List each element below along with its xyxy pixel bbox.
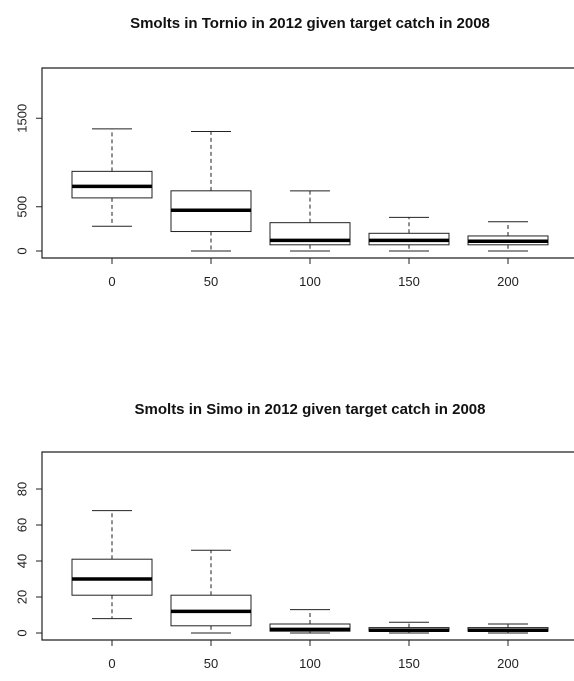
x-tick-label-tornio-2: 100 xyxy=(299,274,321,289)
box-simo-2 xyxy=(269,623,351,632)
y-tick-label-simo-1: 20 xyxy=(15,590,30,604)
box-tornio-0 xyxy=(71,170,153,199)
y-tick-label-tornio-1: 500 xyxy=(15,196,30,218)
x-tick-label-tornio-4: 200 xyxy=(497,274,519,289)
chart-title-tornio: Smolts in Tornio in 2012 given target ca… xyxy=(130,15,490,32)
box-simo-0 xyxy=(71,558,153,596)
x-tick-label-tornio-0: 0 xyxy=(108,274,115,289)
x-tick-label-tornio-1: 50 xyxy=(204,274,218,289)
x-tick-label-simo-2: 100 xyxy=(299,656,321,671)
plot-frame-simo xyxy=(41,451,574,641)
plot-frame-tornio xyxy=(41,67,574,259)
y-tick-label-simo-0: 0 xyxy=(15,629,30,636)
y-tick-label-simo-2: 40 xyxy=(15,554,30,568)
y-tick-label-tornio-0: 0 xyxy=(15,247,30,254)
x-tick-label-simo-4: 200 xyxy=(497,656,519,671)
chart-title-simo: Smolts in Simo in 2012 given target catc… xyxy=(135,401,486,418)
y-tick-label-simo-3: 60 xyxy=(15,518,30,532)
x-tick-label-simo-1: 50 xyxy=(204,656,218,671)
x-tick-label-simo-3: 150 xyxy=(398,656,420,671)
y-tick-label-simo-4: 80 xyxy=(15,482,30,496)
x-tick-label-tornio-3: 150 xyxy=(398,274,420,289)
x-tick-label-simo-0: 0 xyxy=(108,656,115,671)
y-tick-label-tornio-2: 1500 xyxy=(15,104,30,133)
